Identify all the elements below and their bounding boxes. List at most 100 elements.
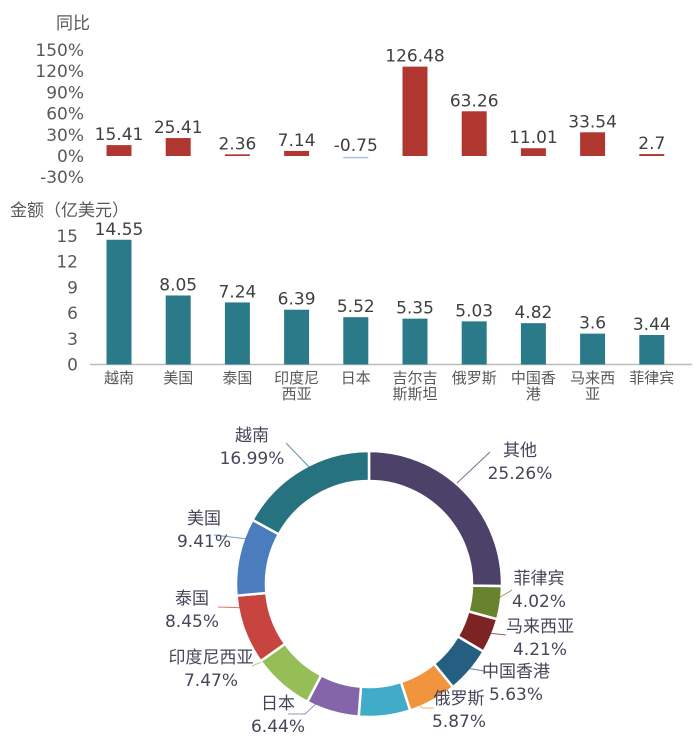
donut-label-pct: 16.99% — [220, 449, 285, 469]
bar-菲律宾 — [639, 154, 665, 156]
bar-value-label: 2.7 — [638, 134, 665, 154]
y-axis-tick: 9 — [67, 278, 78, 298]
y-axis-tick: 15 — [56, 227, 78, 247]
leader-line — [465, 667, 485, 672]
bar-印度尼西亚 — [284, 309, 310, 365]
bar-value-label: 3.44 — [633, 315, 671, 335]
bar-value-label: 14.55 — [95, 220, 144, 240]
donut-label-name: 印度尼西亚 — [169, 648, 254, 668]
y-axis-tick: 150% — [35, 41, 84, 61]
bar-美国 — [165, 138, 191, 156]
donut-label-pct: 5.63% — [489, 685, 543, 705]
bar-value-label: 7.14 — [278, 131, 316, 151]
donut-label-name: 菲律宾 — [514, 569, 565, 589]
bar-value-label: 3.6 — [579, 314, 606, 334]
donut-label-name: 马来西亚 — [506, 617, 574, 637]
donut-label-pct: 6.44% — [251, 717, 305, 737]
donut-label-pct: 4.02% — [512, 592, 566, 612]
y-axis-tick: 0 — [67, 356, 78, 376]
y-axis-tick: 30% — [46, 126, 84, 146]
category-label: 美国 — [163, 369, 193, 387]
bar-马来西亚 — [580, 333, 606, 365]
leader-line — [251, 652, 284, 667]
bar-日本 — [343, 317, 369, 365]
bar-泰国 — [224, 154, 250, 156]
bar-value-label: -0.75 — [334, 136, 378, 156]
donut-label-name: 中国香港 — [482, 662, 550, 682]
donut-label-name: 日本 — [261, 694, 295, 714]
bar-美国 — [165, 295, 191, 365]
category-label: 俄罗斯 — [452, 369, 497, 387]
bar-value-label: 11.01 — [509, 128, 558, 148]
donut-label-pct: 9.41% — [177, 532, 231, 552]
bar-value-label: 15.41 — [95, 125, 144, 145]
leader-line — [288, 689, 332, 715]
bar-马来西亚 — [580, 132, 606, 156]
bar-俄罗斯 — [461, 321, 487, 365]
y-axis-tick: 90% — [46, 83, 84, 103]
donut-label-name: 美国 — [187, 509, 221, 529]
bar-value-label: 126.48 — [385, 47, 444, 67]
bar-value-label: 8.05 — [159, 275, 197, 295]
leader-line — [285, 442, 312, 470]
y-axis-tick: -30% — [40, 168, 84, 188]
bar-日本 — [343, 156, 369, 159]
leader-line — [213, 534, 249, 540]
leader-line — [405, 683, 434, 709]
bar-value-label: 25.41 — [154, 118, 203, 138]
donut-segment-越南 — [251, 449, 371, 536]
bar-value-label: 63.26 — [450, 91, 499, 111]
bar-菲律宾 — [639, 335, 665, 365]
category-label: 斯斯坦 — [392, 385, 437, 403]
bar-value-label: 5.03 — [455, 301, 493, 321]
yoy-chart-title: 同比 — [56, 14, 90, 34]
category-label: 日本 — [341, 369, 371, 387]
bar-value-label: 2.36 — [218, 134, 256, 154]
y-axis-tick: 60% — [46, 105, 84, 125]
bar-吉尔吉斯斯坦 — [402, 66, 428, 156]
bar-中国香港 — [520, 323, 546, 365]
leader-line — [456, 451, 491, 484]
y-axis-tick: 3 — [67, 330, 78, 350]
donut-segment-其他 — [367, 449, 504, 588]
bar-印度尼西亚 — [284, 150, 310, 156]
category-label: 港 — [526, 385, 541, 403]
leader-line — [217, 606, 251, 609]
bar-泰国 — [224, 302, 250, 365]
bar-俄罗斯 — [461, 111, 487, 156]
category-label: 亚 — [585, 385, 600, 403]
y-axis-tick: 120% — [35, 62, 84, 82]
donut-label-pct: 7.47% — [184, 671, 238, 691]
category-label: 中国香 — [511, 369, 556, 387]
y-axis-tick: 6 — [67, 304, 78, 324]
bar-value-label: 4.82 — [514, 303, 552, 323]
bar-value-label: 7.24 — [218, 282, 256, 302]
donut-label-name: 其他 — [503, 441, 537, 461]
donut-label-name: 俄罗斯 — [434, 689, 485, 709]
category-label: 马来西 — [570, 369, 615, 387]
category-label: 西亚 — [282, 385, 312, 403]
bar-value-label: 6.39 — [278, 290, 316, 310]
bar-中国香港 — [520, 148, 546, 156]
share-donut-chart: 其他 25.26% 菲律宾 4.02% 马来西亚 4.21%中国香港 5.63%俄罗斯 5.8… — [165, 426, 574, 737]
donut-segment-unlabeled — [357, 680, 412, 719]
leader-line — [487, 632, 507, 636]
bar-吉尔吉斯斯坦 — [402, 318, 428, 365]
donut-label-pct: 25.26% — [488, 464, 553, 484]
yoy-bar-chart: 150%120%90%60%30%0%-30% 15.41 25.41 2.36 7.1… — [35, 41, 665, 188]
bar-value-label: 5.35 — [396, 299, 434, 319]
donut-label-name: 越南 — [235, 426, 269, 446]
category-label: 越南 — [104, 369, 134, 387]
bar-越南 — [106, 239, 132, 365]
amount-chart-title: 金额（亿美元） — [10, 201, 129, 221]
bar-越南 — [106, 145, 132, 156]
y-axis-tick: 12 — [56, 253, 78, 273]
category-label: 吉尔吉 — [392, 369, 437, 387]
donut-label-pct: 4.21% — [513, 640, 567, 660]
category-label: 印度尼 — [274, 369, 319, 387]
donut-label-pct: 5.87% — [432, 712, 486, 732]
donut-label-name: 泰国 — [175, 589, 209, 609]
donut-label-pct: 8.45% — [165, 612, 219, 632]
